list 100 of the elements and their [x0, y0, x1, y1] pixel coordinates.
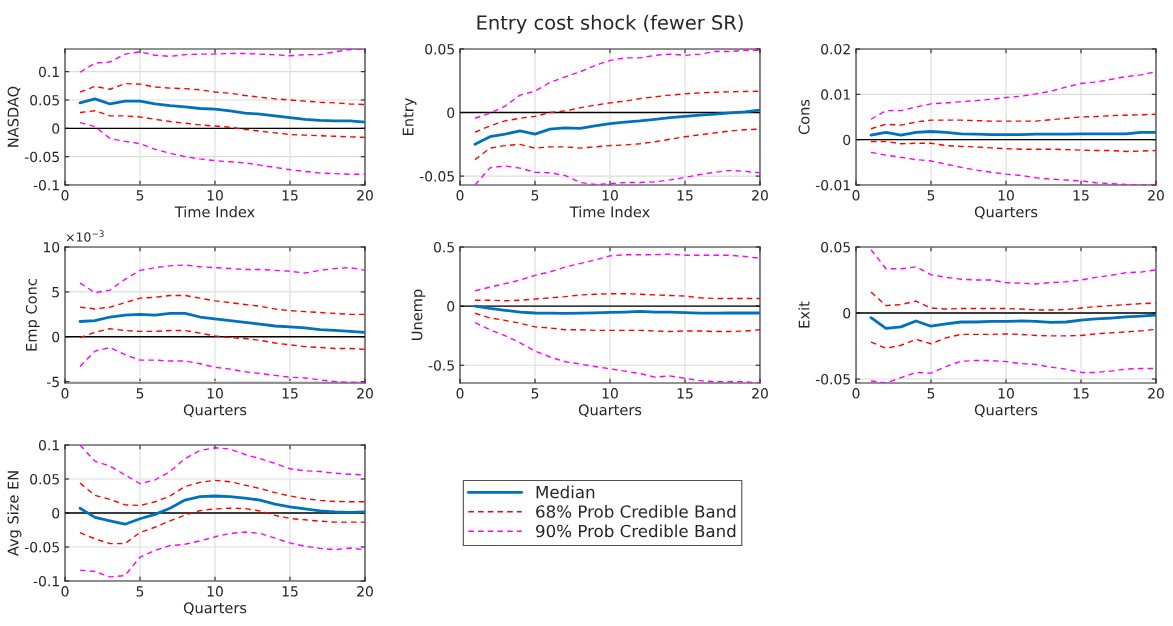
y-axis-title: Avg Size EN: [7, 471, 22, 557]
line-series: [79, 49, 365, 73]
x-tick-label: 0: [61, 190, 69, 201]
line-series: [870, 248, 1156, 285]
x-tick-label: 15: [677, 388, 693, 399]
line-series: [870, 140, 1156, 153]
y-axis-title: Emp Conc: [25, 279, 40, 351]
y-axis-title: Unemp: [411, 289, 426, 340]
line-series: [78, 494, 365, 526]
line-series: [870, 151, 1156, 185]
line-series: [78, 312, 365, 334]
line-series: [870, 359, 1156, 383]
line-series: [869, 313, 1156, 330]
y-tick-label: 0.5: [433, 241, 454, 253]
x-axis-title: Quarters: [974, 206, 1038, 220]
y-tick-label: 0.1: [38, 439, 59, 451]
line-series: [474, 293, 760, 302]
x-tick-label: 5: [136, 190, 144, 201]
y-tick-label: 5: [52, 287, 59, 298]
y-tick-label: -0.05: [419, 171, 454, 182]
line-series: [474, 128, 760, 161]
y-tick-label: 0.05: [30, 473, 59, 485]
y-tick-label: -0.01: [815, 179, 850, 191]
x-tick-label: 20: [357, 586, 373, 597]
x-axis-title: Quarters: [183, 404, 247, 418]
line-series: [79, 346, 365, 383]
x-tick-label: 15: [282, 388, 298, 399]
y-tick-label: 0: [447, 107, 455, 119]
x-tick-label: 10: [207, 190, 223, 201]
x-tick-label: 20: [752, 190, 768, 201]
x-tick-label: 20: [357, 388, 373, 399]
y-tick-label: -0.05: [24, 541, 59, 553]
x-tick-label: 5: [136, 388, 144, 399]
x-tick-label: 20: [1148, 190, 1164, 201]
y-tick-label: 0.01: [821, 89, 850, 100]
x-tick-label: 0: [852, 388, 860, 399]
line-series: [474, 253, 760, 292]
x-tick-label: 5: [531, 388, 539, 399]
y-axis-title: NASDAQ: [7, 86, 21, 147]
x-tick-label: 5: [136, 586, 144, 597]
x-tick-label: 10: [207, 388, 223, 399]
x-tick-label: 0: [852, 190, 860, 201]
y-tick-label: -0.05: [815, 374, 850, 385]
y-tick-label: 10: [43, 241, 60, 253]
x-axis-title: Time Index: [569, 206, 650, 218]
line-series: [79, 264, 365, 294]
line-series: [79, 479, 365, 507]
x-tick-label: 15: [282, 190, 298, 201]
x-axis-title: Quarters: [974, 404, 1038, 418]
line-series: [870, 328, 1156, 349]
x-tick-label: 5: [927, 190, 935, 201]
line-series: [474, 165, 760, 185]
x-tick-label: 15: [282, 586, 298, 597]
line-series: [870, 70, 1156, 120]
legend-label: 90% Prob Credible Band: [536, 524, 736, 538]
x-tick-label: 0: [456, 388, 464, 399]
line-series: [473, 304, 760, 315]
x-tick-label: 20: [357, 190, 373, 201]
y-tick-label: -0.5: [428, 360, 454, 371]
x-tick-label: 10: [207, 586, 223, 597]
line-series: [473, 108, 760, 146]
y-tick-label: 0.02: [821, 43, 850, 55]
line-series: [79, 121, 365, 175]
y-axis-title: Entry: [402, 98, 417, 135]
y-tick-label: 0.05: [821, 241, 850, 253]
line-series: [79, 110, 365, 139]
text: ×10$^{−3}$: [66, 230, 104, 242]
line-series: [474, 312, 760, 333]
x-tick-label: 5: [927, 388, 935, 399]
y-tick-label: 0: [52, 507, 60, 519]
y-axis-title: Exit: [798, 301, 810, 328]
legend-label: 68% Prob Credible Band: [536, 504, 736, 518]
legend-label: Median: [536, 485, 595, 499]
x-tick-label: 10: [602, 388, 618, 399]
x-axis-title: Quarters: [578, 404, 642, 418]
x-axis-title: Time Index: [174, 206, 255, 218]
x-tick-label: 15: [1073, 190, 1089, 201]
y-tick-label: 0: [52, 123, 60, 134]
y-tick-label: -5: [46, 376, 59, 388]
x-tick-label: 5: [531, 190, 539, 201]
y-tick-label: -0.1: [33, 575, 59, 587]
line-series: [474, 49, 760, 119]
x-tick-label: 10: [998, 190, 1014, 201]
y-tick-label: 0: [843, 134, 851, 146]
y-tick-label: 0: [447, 301, 455, 312]
line-series: [870, 291, 1156, 311]
y-tick-label: 0.05: [30, 94, 59, 106]
x-tick-label: 15: [1073, 388, 1089, 399]
line-series: [79, 327, 365, 351]
x-tick-label: 20: [752, 388, 768, 399]
y-tick-label: 0: [52, 331, 60, 343]
y-tick-label: -0.1: [33, 179, 59, 191]
y-tick-label: 0.05: [425, 43, 454, 55]
y-axis-title: Cons: [798, 99, 810, 135]
x-axis-title: Quarters: [183, 602, 247, 616]
x-tick-label: 10: [998, 388, 1014, 399]
chart-title: Entry cost shock (fewer SR): [477, 14, 743, 34]
line-series: [79, 294, 365, 316]
line-series: [78, 97, 365, 124]
line-series: [79, 82, 365, 106]
